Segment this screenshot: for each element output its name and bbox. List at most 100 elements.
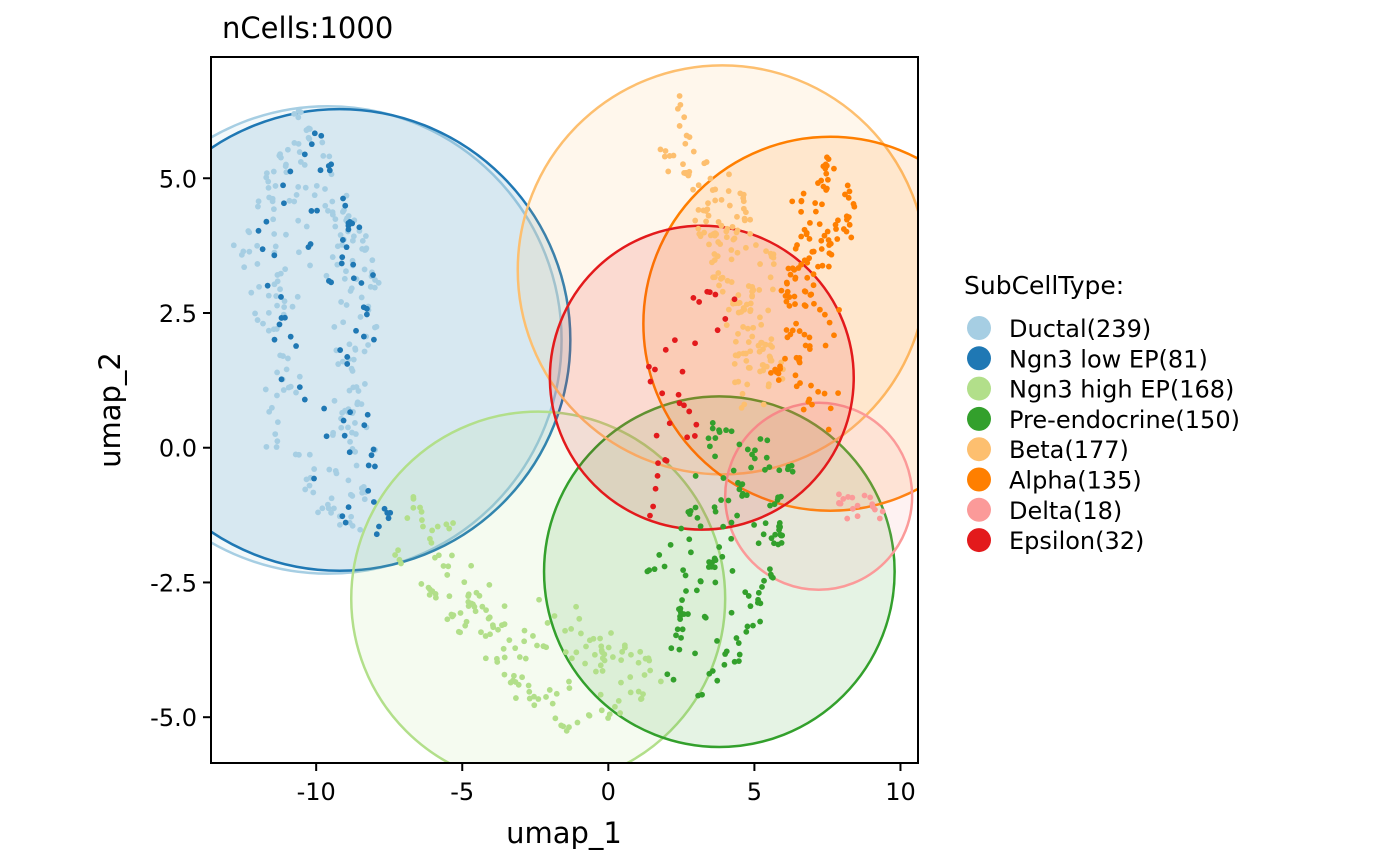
data-point: [444, 572, 451, 578]
data-point: [363, 311, 370, 318]
data-point: [730, 236, 737, 243]
data-point: [815, 263, 821, 270]
legend-label-epsilon: Epsilon(32): [1009, 527, 1144, 555]
data-point: [293, 389, 299, 396]
data-point: [359, 237, 366, 244]
data-point: [306, 482, 313, 489]
x-tick-label: 0: [601, 778, 616, 806]
data-point: [370, 272, 376, 278]
data-point: [775, 370, 782, 377]
data-point: [513, 695, 519, 701]
data-point: [696, 299, 703, 305]
data-point: [329, 254, 336, 260]
data-point: [725, 188, 732, 194]
legend-swatch-ductal: [967, 316, 991, 340]
data-point: [711, 274, 718, 281]
data-point: [647, 378, 654, 385]
data-point: [315, 509, 321, 516]
data-point: [768, 369, 774, 376]
data-point: [337, 347, 344, 353]
data-point: [326, 153, 333, 160]
data-point: [694, 514, 701, 521]
data-point: [827, 405, 834, 412]
data-point: [271, 231, 278, 237]
data-point: [777, 524, 783, 531]
data-point: [349, 237, 356, 244]
data-point: [345, 213, 352, 219]
data-point: [461, 579, 468, 586]
data-point: [282, 266, 289, 273]
data-point: [686, 511, 693, 517]
data-point: [355, 388, 362, 394]
data-point: [744, 325, 751, 332]
data-point: [750, 286, 757, 293]
data-point: [766, 464, 773, 470]
data-point: [721, 661, 728, 668]
data-point: [651, 566, 658, 573]
data-point: [806, 396, 813, 403]
data-point: [440, 563, 447, 569]
data-point: [716, 282, 722, 289]
legend-items: Ductal(239)Ngn3 low EP(81) Ngn3 high EP(1…: [967, 315, 1240, 555]
data-point: [255, 198, 262, 205]
data-point: [254, 317, 261, 323]
data-point: [681, 402, 687, 409]
data-point: [346, 387, 353, 394]
cluster-circles: [211, 64, 918, 763]
data-point: [263, 443, 270, 450]
data-point: [274, 419, 281, 426]
data-point: [291, 198, 298, 205]
data-point: [762, 520, 769, 527]
data-point: [656, 552, 663, 558]
data-point: [708, 563, 715, 570]
data-point: [745, 593, 752, 599]
data-point: [296, 249, 302, 256]
data-point: [831, 165, 837, 172]
data-point: [331, 505, 337, 512]
data-point: [769, 286, 776, 293]
data-point: [832, 221, 839, 228]
data-point: [757, 436, 764, 442]
data-point: [770, 251, 777, 258]
data-point: [617, 710, 624, 716]
data-point: [742, 589, 749, 596]
data-point: [343, 302, 350, 308]
data-point: [676, 646, 683, 653]
data-point: [703, 208, 709, 214]
data-point: [810, 271, 817, 278]
data-point: [322, 186, 328, 192]
data-point: [668, 645, 675, 652]
data-point: [691, 433, 698, 439]
data-point: [246, 248, 253, 255]
data-point: [543, 694, 549, 700]
data-point: [757, 368, 763, 375]
data-point: [601, 657, 608, 664]
data-point: [346, 341, 353, 348]
data-point: [340, 195, 346, 202]
data-point: [578, 630, 584, 637]
data-point: [701, 229, 708, 236]
data-point: [605, 715, 611, 721]
data-point: [825, 156, 832, 163]
data-point: [757, 261, 763, 267]
data-point: [735, 658, 742, 664]
data-point: [801, 288, 808, 295]
data-point: [341, 432, 348, 439]
data-point: [511, 672, 517, 679]
data-point: [836, 306, 842, 313]
data-point: [810, 282, 817, 289]
data-point: [274, 302, 280, 309]
data-point: [801, 257, 808, 264]
data-point: [775, 377, 782, 383]
data-point: [695, 225, 702, 232]
data-point: [740, 205, 747, 212]
data-point: [763, 248, 769, 255]
data-point: [283, 161, 289, 168]
data-point: [676, 93, 683, 99]
data-point: [277, 270, 284, 277]
data-point: [627, 689, 634, 696]
data-point: [277, 151, 283, 157]
data-point: [361, 348, 368, 355]
data-point: [751, 455, 758, 462]
data-point: [265, 184, 272, 191]
